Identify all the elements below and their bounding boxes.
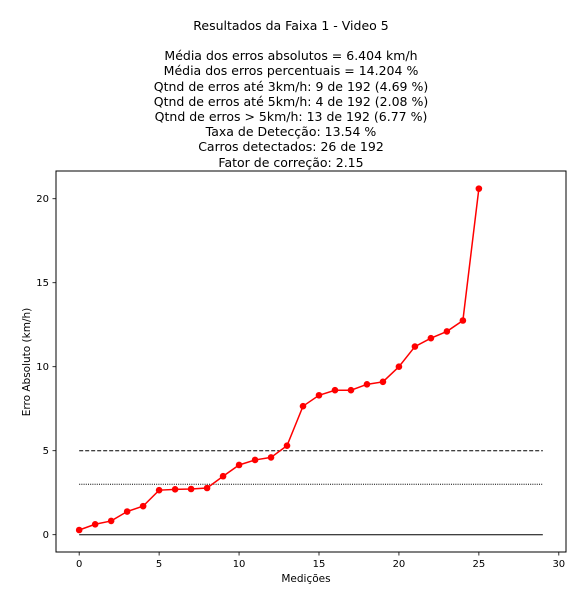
data-point — [219, 472, 227, 480]
stat-line-errors-up-to-5: Qtnd de erros até 5km/h: 4 de 192 (2.08 … — [153, 93, 429, 109]
data-point — [139, 502, 147, 510]
y-tick-label: 15 — [36, 278, 49, 289]
data-point — [411, 343, 419, 350]
plot-frame — [55, 170, 567, 553]
x-tick-label: 0 — [76, 559, 82, 570]
y-tick-label: 5 — [43, 446, 49, 457]
data-point — [75, 526, 83, 534]
x-tick-label: 15 — [313, 559, 326, 570]
data-point — [331, 386, 339, 394]
data-point — [91, 520, 99, 528]
y-axis-label: Erro Absoluto (km/h) — [21, 308, 33, 417]
series-layer — [75, 185, 483, 534]
x-tick-label: 30 — [552, 559, 565, 570]
data-point — [187, 485, 195, 493]
y-tick-label: 10 — [36, 362, 49, 373]
x-tick-label: 20 — [393, 559, 406, 570]
data-point — [251, 456, 259, 464]
stat-line-detection-rate: Taxa de Detecção: 13.54 % — [205, 124, 377, 140]
stat-line-mean-pct-error: Média dos erros percentuais = 14.204 % — [163, 63, 419, 79]
data-point — [283, 442, 291, 449]
data-point — [107, 517, 115, 525]
series-line — [78, 188, 480, 531]
data-point — [443, 328, 451, 335]
axes — [55, 170, 567, 553]
data-point — [267, 454, 275, 461]
chart-title: Resultados da Faixa 1 - Video 5 — [193, 18, 389, 33]
data-point — [123, 508, 131, 515]
y-axis-ticks: 0 5 10 15 20 — [36, 194, 56, 541]
x-tick-label: 25 — [473, 559, 486, 570]
data-point — [155, 486, 163, 494]
data-point — [427, 334, 435, 342]
stat-line-cars-detected: Carros detectados: 26 de 192 — [198, 139, 384, 155]
y-tick-label: 0 — [43, 530, 49, 541]
x-tick-label: 5 — [156, 559, 162, 570]
data-point — [299, 402, 307, 410]
y-tick-label: 20 — [36, 194, 49, 205]
x-axis-label: Medições — [281, 573, 330, 585]
plot-area — [56, 171, 566, 552]
data-point — [459, 317, 467, 324]
data-point — [171, 486, 179, 493]
data-point — [235, 461, 243, 469]
x-tick-label: 10 — [233, 559, 246, 570]
chart-title-block: Resultados da Faixa 1 - Video 5 Média do… — [0, 18, 582, 170]
data-point — [203, 484, 211, 492]
stat-line-errors-up-to-3: Qtnd de erros até 3km/h: 9 de 192 (4.69 … — [153, 78, 429, 94]
stat-line-correction-factor: Fator de correção: 2.15 — [218, 154, 364, 170]
data-point — [315, 391, 323, 399]
data-point — [475, 185, 483, 192]
data-point — [347, 386, 355, 394]
data-point — [379, 378, 387, 386]
stat-line-mean-abs-error: Média dos erros absolutos = 6.404 km/h — [164, 48, 418, 64]
stat-line-errors-over-5: Qtnd de erros > 5km/h: 13 de 192 (6.77 %… — [154, 109, 428, 125]
data-point — [363, 381, 371, 388]
data-point — [395, 363, 403, 371]
x-axis-ticks: 0 5 10 15 20 25 30 — [76, 552, 565, 570]
reference-lines — [79, 450, 543, 536]
